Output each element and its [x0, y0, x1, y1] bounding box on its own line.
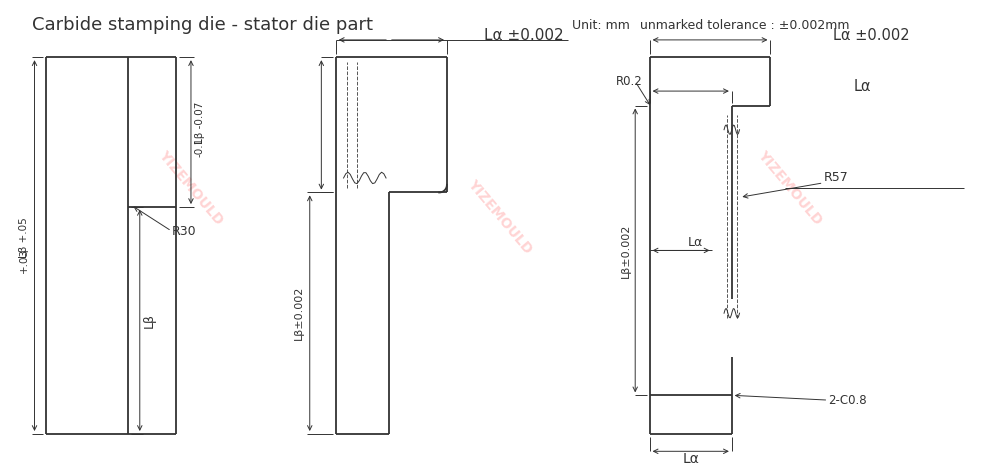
Text: Lβ -0.07: Lβ -0.07 — [195, 101, 205, 144]
Text: Lβ: Lβ — [143, 313, 156, 328]
Text: 2-C0.8: 2-C0.8 — [828, 393, 867, 407]
Text: unmarked tolerance : ±0.002mm: unmarked tolerance : ±0.002mm — [640, 19, 850, 32]
Text: Lα ±0.002: Lα ±0.002 — [833, 28, 910, 43]
Text: YIZEMOULD: YIZEMOULD — [755, 148, 825, 227]
Text: Lα: Lα — [682, 452, 699, 466]
Text: R57: R57 — [824, 172, 848, 185]
Text: YIZEMOULD: YIZEMOULD — [156, 148, 226, 227]
Text: Lα: Lα — [853, 79, 871, 94]
Text: Unit: mm: Unit: mm — [572, 19, 630, 32]
Text: -0.1: -0.1 — [195, 136, 205, 157]
Text: R0.2: R0.2 — [616, 75, 643, 88]
Text: Lβ±0.002: Lβ±0.002 — [621, 223, 631, 278]
Text: Carbide stamping die - stator die part: Carbide stamping die - stator die part — [32, 16, 373, 34]
Text: Lα: Lα — [688, 236, 703, 249]
Text: Lα ±0.002: Lα ±0.002 — [484, 28, 564, 43]
Text: R30: R30 — [172, 225, 196, 238]
Text: +.03: +.03 — [19, 248, 29, 273]
Text: YIZEMOULD: YIZEMOULD — [465, 177, 535, 257]
Text: Lβ +.05: Lβ +.05 — [19, 218, 29, 258]
Text: Lβ±0.002: Lβ±0.002 — [294, 286, 304, 340]
